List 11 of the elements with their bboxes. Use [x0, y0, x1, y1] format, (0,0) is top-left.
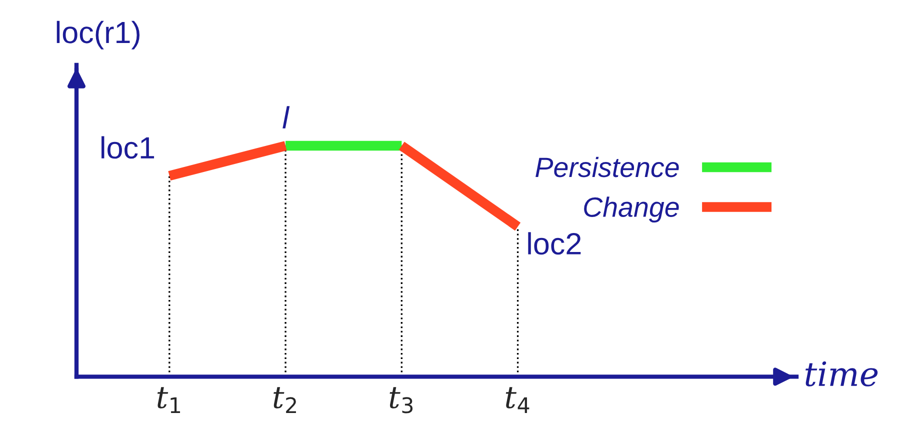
x-tick-label: t$_{2}$ — [274, 387, 296, 413]
x-tick-label: t$_{1}$ — [157, 387, 180, 413]
annotation: l — [282, 106, 290, 128]
legend-label: Change — [584, 196, 679, 222]
text: time — [806, 361, 878, 386]
annotation: loc2 — [528, 232, 581, 255]
y-axis-title: loc(r1) — [56, 20, 140, 50]
x-tick-label: t$_{4}$ — [506, 387, 530, 413]
x-tick-label: t$_{3}$ — [390, 387, 413, 414]
legend-label: Persistence — [536, 156, 679, 178]
annotation: loc1 — [102, 136, 154, 159]
